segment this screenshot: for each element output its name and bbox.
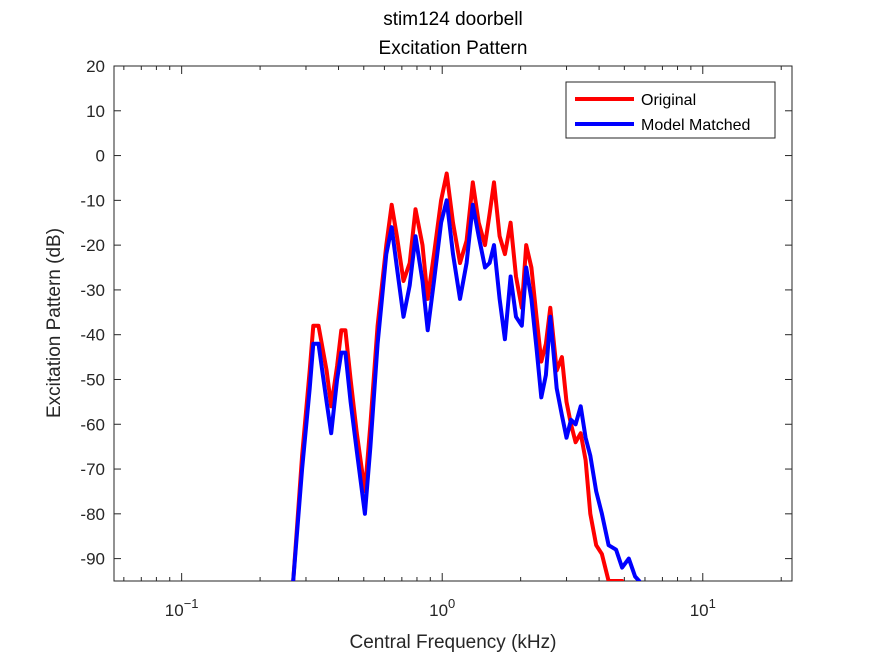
y-tick-label: -30 bbox=[80, 281, 105, 300]
y-tick-label: -20 bbox=[80, 236, 105, 255]
axis-ticks bbox=[114, 65, 792, 581]
y-tick-label: -80 bbox=[80, 505, 105, 524]
y-tick-label: -90 bbox=[80, 550, 105, 569]
chart-title: stim124 doorbell bbox=[383, 9, 522, 30]
x-axis-label: Central Frequency (kHz) bbox=[350, 632, 557, 653]
x-tick-label: 101 bbox=[690, 596, 716, 620]
y-tick-label: -50 bbox=[80, 370, 105, 389]
x-tick-label: 100 bbox=[429, 596, 455, 620]
legend-label-model-matched: Model Matched bbox=[641, 117, 750, 134]
legend-label-original: Original bbox=[641, 92, 696, 109]
chart-subtitle: Excitation Pattern bbox=[379, 38, 528, 59]
series-line-original bbox=[291, 171, 625, 581]
y-tick-label: -70 bbox=[80, 460, 105, 479]
y-tick-label: 0 bbox=[96, 147, 105, 166]
y-tick-label: 10 bbox=[86, 102, 105, 121]
x-tick-labels: 10−1 100 101 bbox=[165, 596, 716, 620]
y-axis-label: Excitation Pattern (dB) bbox=[44, 228, 65, 418]
y-tick-label: -60 bbox=[80, 415, 105, 434]
y-tick-labels: 20 10 0 -10 -20 -30 -40 -50 -60 -70 -80 -90 bbox=[80, 57, 105, 569]
y-tick-label: 20 bbox=[86, 57, 105, 76]
y-tick-label: -10 bbox=[80, 191, 105, 210]
legend-box bbox=[565, 81, 776, 139]
legend: Original Model Matched bbox=[565, 81, 776, 139]
plot-area bbox=[113, 65, 793, 582]
series-line-model-matched bbox=[291, 198, 642, 581]
y-tick-label: -40 bbox=[80, 326, 105, 345]
series-layer bbox=[291, 171, 642, 581]
x-tick-label: 10−1 bbox=[165, 596, 199, 620]
